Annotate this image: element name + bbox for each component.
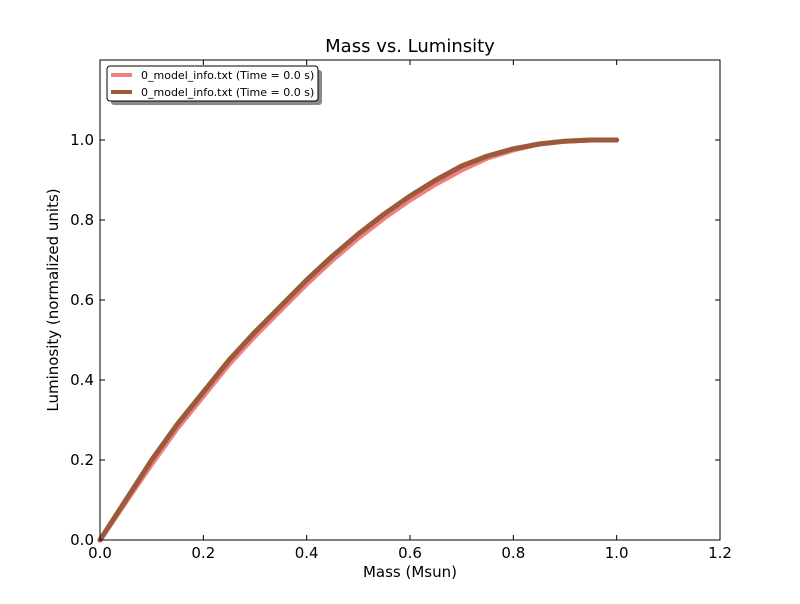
x-tick-label: 0.4 xyxy=(295,544,319,562)
series-layer xyxy=(97,137,620,543)
y-axis-label: Luminosity (normalized units) xyxy=(44,188,62,411)
series-line-2 xyxy=(97,137,620,543)
chart-title: Mass vs. Luminsity xyxy=(325,36,495,57)
x-tick-label: 0.6 xyxy=(398,544,422,562)
ticks-layer: 0.0 0.2 0.4 0.6 0.8 1.0 1.2 0.0 0.2 0.4 0.6 0.8 1.0 xyxy=(70,60,732,562)
y-tick-label: 0.8 xyxy=(70,211,94,229)
legend-label-2: 0_model_info.txt (Time = 0.0 s) xyxy=(141,86,314,99)
x-axis-label: Mass (Msun) xyxy=(363,563,457,581)
x-tick-label: 0.2 xyxy=(191,544,215,562)
plot-background xyxy=(100,60,720,540)
legend-box xyxy=(106,65,319,102)
y-tick-label: 0.2 xyxy=(70,451,94,469)
plot-area xyxy=(100,60,720,540)
x-tick-label: 1.2 xyxy=(708,544,732,562)
y-tick-label: 0.4 xyxy=(70,371,94,389)
y-tick-label: 0.0 xyxy=(70,531,94,549)
y-tick-label: 0.6 xyxy=(70,291,94,309)
y-tick-label: 1.0 xyxy=(70,131,94,149)
x-tick-label: 1.0 xyxy=(605,544,629,562)
legend: 0_model_info.txt (Time = 0.0 s) 0_model_i… xyxy=(106,65,322,105)
x-tick-label: 0.0 xyxy=(88,544,112,562)
legend-label-1: 0_model_info.txt (Time = 0.0 s) xyxy=(141,69,314,82)
x-tick-label: 0.8 xyxy=(501,544,525,562)
